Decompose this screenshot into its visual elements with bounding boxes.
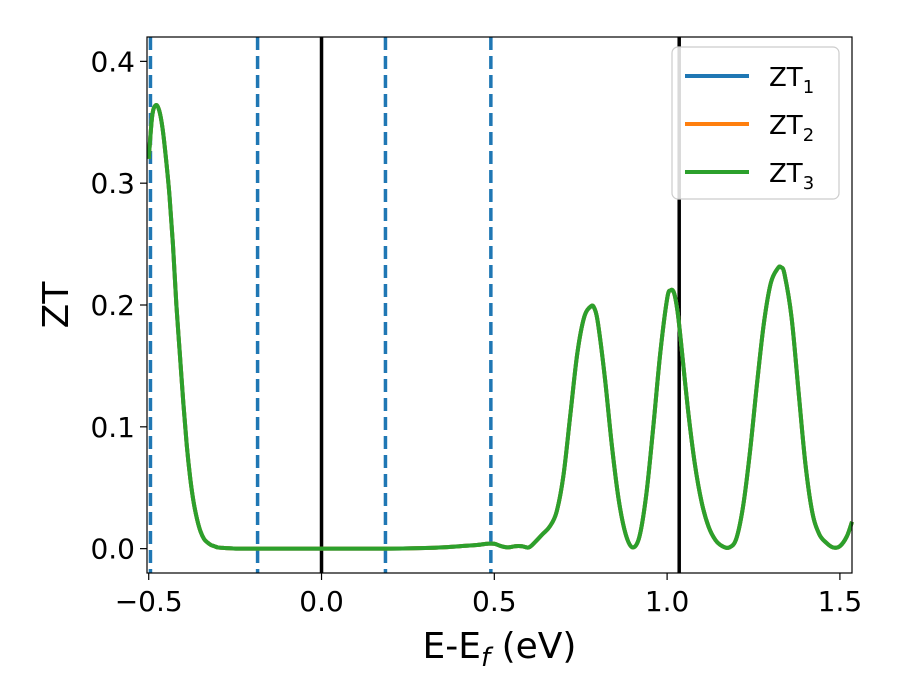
x-tick-label: 1.0 [645,585,690,618]
legend-box [671,46,840,200]
legend-label-zt3: ZT3 [769,159,814,194]
y-tick-label: 0.4 [90,45,135,78]
x-axis-title: E-Ef (eV) [423,626,577,673]
x-tick-label: 0.5 [472,585,517,618]
y-tick-label: 0.0 [90,533,135,566]
legend-label-zt2: ZT2 [769,111,814,146]
legend: ZT1 ZT2 ZT3 [671,46,840,200]
y-tick-label: 0.1 [90,411,135,444]
x-tick-label: −0.5 [115,585,183,618]
legend-label-zt1: ZT1 [769,63,814,98]
series-line-zt3 [146,102,854,551]
x-tick-label: 1.5 [818,585,863,618]
y-tick-label: 0.2 [90,289,135,322]
series-layer [146,102,854,551]
x-axis-title-unit: (eV) [490,626,576,667]
reference-lines [148,37,681,573]
y-axis-title: ZT [36,281,77,329]
y-axis: 0.0 0.1 0.2 0.3 0.4 [90,45,147,566]
x-tick-label: 0.0 [299,585,344,618]
y-tick-label: 0.3 [90,167,135,200]
x-axis-title-main: E-E [423,626,481,667]
x-axis: −0.5 0.0 0.5 1.0 1.5 [115,573,862,618]
